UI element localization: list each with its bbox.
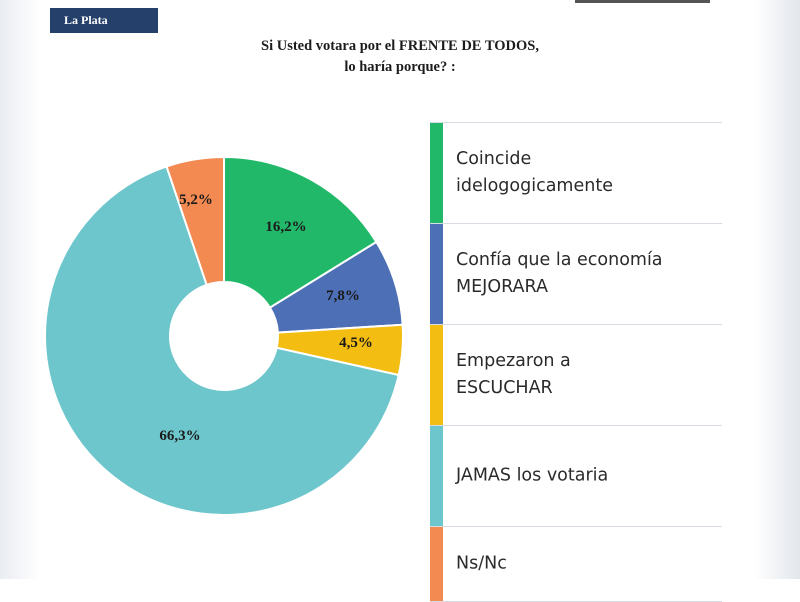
- donut-slice: [223, 155, 378, 310]
- legend-label-line: Ns/Nc: [456, 553, 507, 574]
- source-badge: La Plata: [50, 8, 158, 33]
- slice-value-label: 5,2%: [179, 192, 213, 208]
- top-rule: [575, 0, 710, 3]
- legend-item: Confía que la economía MEJORARA: [430, 223, 722, 324]
- legend-label-line: idelogogicamente: [456, 176, 613, 196]
- legend-label: Empezaron a ESCUCHAR: [456, 348, 718, 402]
- chart-title: Si Usted votara por el FRENTE DE TODOS, …: [170, 36, 630, 78]
- slice-value-label: 16,2%: [265, 219, 306, 235]
- legend-swatch: [430, 325, 443, 425]
- legend-label-line: Confía que la economía: [456, 250, 663, 270]
- page-right-shade: [755, 0, 800, 579]
- legend-item: Coincide idelogogicamente: [430, 122, 722, 223]
- legend-label-line: MEJORARA: [456, 277, 548, 297]
- legend-item: JAMAS los votaria: [430, 425, 722, 526]
- legend-swatch: [430, 224, 443, 324]
- donut-chart: 16,2% 7,8% 4,5% 66,3% 5,2%: [44, 155, 404, 516]
- chart-title-line-1: Si Usted votara por el FRENTE DE TODOS,: [261, 38, 539, 54]
- slice-value-label: 66,3%: [159, 428, 200, 444]
- slice-value-label: 4,5%: [339, 335, 373, 351]
- legend-item: Ns/Nc: [430, 526, 722, 602]
- donut-slice: [165, 155, 225, 287]
- page-left-shade: [0, 0, 40, 579]
- legend-swatch: [430, 123, 443, 223]
- legend-label-line: Coincide: [456, 149, 532, 169]
- legend-label-line: ESCUCHAR: [456, 378, 553, 398]
- legend-item: Empezaron a ESCUCHAR: [430, 324, 722, 425]
- chart-title-line-2: lo haría porque? :: [344, 59, 456, 75]
- legend-label-line: JAMAS los votaria: [456, 465, 609, 486]
- legend-swatch: [430, 527, 443, 601]
- donut-slice: [44, 165, 400, 516]
- legend-label-line: Empezaron a: [456, 351, 571, 371]
- chart-legend: Coincide idelogogicamente Confía que la ec…: [430, 122, 722, 602]
- legend-label: JAMAS los votaria: [456, 463, 718, 490]
- legend-label: Confía que la economía MEJORARA: [456, 247, 718, 301]
- slice-value-label: 7,8%: [326, 288, 360, 304]
- legend-label: Ns/Nc: [456, 551, 718, 578]
- legend-label: Coincide idelogogicamente: [456, 146, 718, 200]
- legend-swatch: [430, 426, 443, 526]
